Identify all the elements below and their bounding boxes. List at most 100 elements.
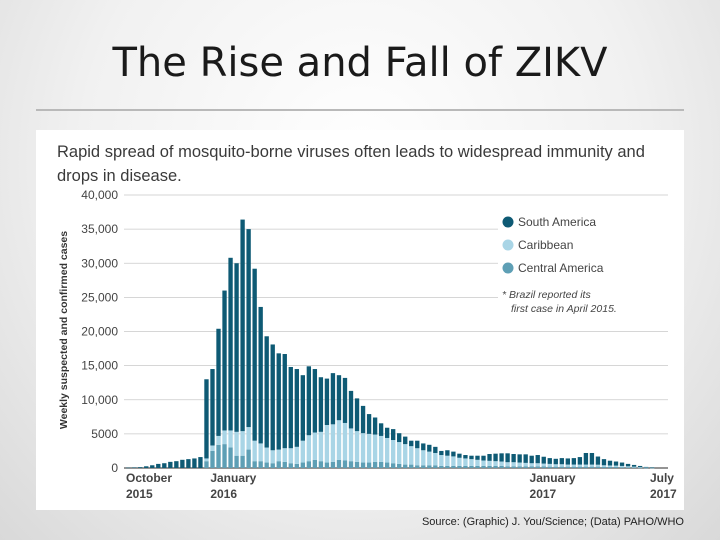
bar-caribbean: [403, 444, 408, 465]
bar-central-america: [421, 465, 426, 468]
x-tick-year: 2015: [126, 487, 153, 501]
bar-central-america: [378, 461, 384, 468]
bar-central-america: [499, 465, 504, 468]
bar-south-america: [589, 452, 595, 465]
bar-caribbean: [535, 463, 540, 467]
bar-south-america: [294, 369, 299, 447]
bar-south-america: [186, 459, 191, 468]
bar-caribbean: [318, 431, 324, 462]
bar-south-america: [439, 450, 444, 456]
bar-caribbean: [457, 457, 462, 466]
bar-south-america: [354, 398, 360, 432]
bar-caribbean: [643, 467, 649, 468]
bar-caribbean: [210, 445, 215, 451]
bar-central-america: [216, 444, 221, 468]
bar-south-america: [547, 458, 552, 464]
bar-central-america: [601, 466, 607, 468]
bar-central-america: [505, 466, 510, 468]
bar-south-america: [234, 263, 239, 432]
x-tick-year: 2017: [650, 487, 677, 501]
bar-south-america: [529, 455, 534, 464]
bar-south-america: [312, 369, 318, 433]
bar-caribbean: [505, 462, 510, 467]
bar-caribbean: [228, 430, 233, 448]
bar-central-america: [493, 465, 498, 468]
bar-south-america: [210, 369, 215, 446]
y-axis-label: Weekly suspected and confirmed cases: [58, 231, 70, 429]
title-divider: [36, 109, 684, 111]
bar-south-america: [469, 455, 474, 460]
bar-caribbean: [234, 431, 239, 456]
bar-central-america: [246, 449, 251, 468]
bar-caribbean: [565, 464, 570, 467]
bar-central-america: [270, 463, 275, 468]
bar-caribbean: [246, 427, 251, 450]
legend-swatch: [502, 239, 514, 251]
bar-caribbean: [439, 455, 444, 466]
bar-caribbean: [493, 461, 498, 466]
bar-central-america: [306, 461, 312, 468]
bar-south-america: [481, 455, 486, 461]
bar-south-america: [643, 466, 649, 468]
bar-south-america: [607, 460, 613, 466]
x-tick-label: January: [530, 471, 576, 485]
bar-caribbean: [216, 435, 221, 445]
bar-south-america: [601, 459, 607, 466]
bar-south-america: [475, 455, 480, 460]
bar-caribbean: [409, 446, 414, 465]
bar-south-america: [505, 453, 510, 463]
bar-central-america: [631, 467, 637, 468]
bar-central-america: [222, 444, 227, 468]
bar-caribbean: [481, 460, 486, 466]
bar-caribbean: [553, 464, 558, 467]
bar-south-america: [144, 466, 149, 468]
bar-caribbean: [384, 437, 390, 463]
bar-central-america: [511, 466, 516, 468]
bar-central-america: [336, 459, 342, 468]
bar-central-america: [264, 462, 269, 468]
bar-central-america: [294, 463, 299, 468]
bar-central-america: [481, 465, 486, 468]
bar-central-america: [463, 465, 468, 468]
bar-south-america: [318, 377, 324, 432]
bar-central-america: [282, 461, 287, 468]
bar-caribbean: [276, 449, 281, 462]
bar-south-america: [156, 463, 161, 468]
bar-central-america: [475, 465, 480, 468]
y-tick-label: 15,000: [81, 359, 118, 373]
bar-caribbean: [330, 424, 336, 462]
bar-caribbean: [252, 440, 257, 462]
bar-caribbean: [270, 450, 275, 464]
bar-caribbean: [541, 463, 546, 467]
chart-panel: [36, 130, 684, 510]
bar-south-america: [421, 443, 426, 451]
chart-title: Rapid spread of mosquito-borne viruses o…: [57, 143, 645, 185]
bar-central-america: [529, 466, 534, 468]
bar-south-america: [649, 467, 655, 468]
bar-south-america: [523, 454, 528, 463]
bar-caribbean: [300, 440, 305, 463]
bar-south-america: [138, 467, 143, 468]
y-tick-labels: 0 5000 10,000 15,000 20,000 25,000 30,000 35,00…: [81, 188, 118, 475]
bar-central-america: [288, 463, 293, 468]
bar-central-america: [625, 467, 631, 468]
bar-central-america: [619, 467, 625, 468]
bar-central-america: [391, 463, 396, 468]
bar-caribbean: [631, 466, 637, 468]
bar-caribbean: [601, 465, 607, 467]
bar-caribbean: [282, 448, 287, 462]
bar-caribbean: [204, 458, 209, 462]
bar-caribbean: [523, 462, 528, 467]
bar-south-america: [150, 465, 155, 468]
bar-south-america: [487, 454, 492, 461]
legend: South America Caribbean Central America: [502, 215, 604, 275]
y-tick-label: 0: [111, 461, 118, 475]
bar-caribbean: [378, 435, 384, 462]
bar-south-america: [409, 440, 414, 447]
bar-central-america: [577, 466, 583, 468]
bar-central-america: [240, 455, 245, 468]
bar-central-america: [487, 465, 492, 468]
legend-label: Central America: [518, 261, 604, 275]
bar-caribbean: [415, 448, 420, 466]
